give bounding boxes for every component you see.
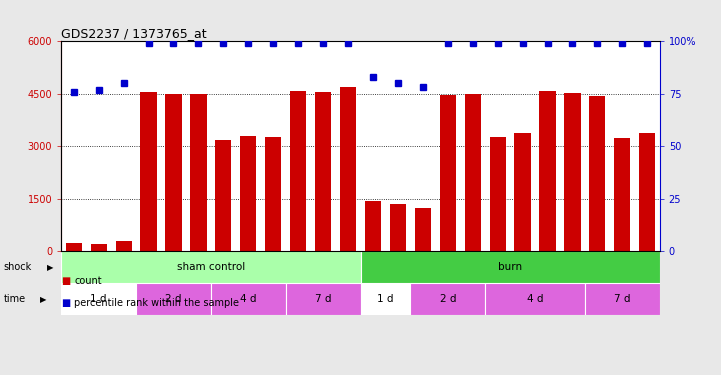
- Text: 1 d: 1 d: [90, 294, 107, 304]
- Bar: [61, 283, 136, 315]
- Bar: [515, 133, 531, 251]
- Text: shock: shock: [4, 262, 32, 272]
- Bar: [115, 242, 132, 251]
- Bar: [360, 251, 660, 283]
- Bar: [165, 94, 182, 251]
- Text: 4 d: 4 d: [527, 294, 544, 304]
- Bar: [286, 283, 360, 315]
- Text: time: time: [4, 294, 26, 304]
- Bar: [410, 283, 485, 315]
- Bar: [340, 87, 356, 251]
- Bar: [211, 283, 286, 315]
- Bar: [190, 94, 206, 251]
- Text: sham control: sham control: [177, 262, 245, 272]
- Text: 7 d: 7 d: [315, 294, 332, 304]
- Bar: [240, 136, 257, 251]
- Bar: [614, 138, 630, 251]
- Text: burn: burn: [498, 262, 522, 272]
- Bar: [415, 207, 431, 251]
- Text: 7 d: 7 d: [614, 294, 631, 304]
- Bar: [265, 138, 281, 251]
- Text: percentile rank within the sample: percentile rank within the sample: [74, 298, 239, 308]
- Bar: [390, 204, 406, 251]
- Bar: [585, 283, 660, 315]
- Text: ▶: ▶: [47, 262, 53, 272]
- Bar: [639, 133, 655, 251]
- Bar: [315, 92, 331, 251]
- Bar: [141, 92, 156, 251]
- Text: 2 d: 2 d: [165, 294, 182, 304]
- Text: count: count: [74, 276, 102, 286]
- Bar: [216, 140, 231, 251]
- Text: ■: ■: [61, 276, 71, 286]
- Bar: [490, 138, 505, 251]
- Bar: [66, 243, 82, 251]
- Bar: [589, 96, 606, 251]
- Bar: [360, 283, 410, 315]
- Bar: [464, 94, 481, 251]
- Text: GDS2237 / 1373765_at: GDS2237 / 1373765_at: [61, 27, 207, 40]
- Bar: [136, 283, 211, 315]
- Text: 1 d: 1 d: [377, 294, 394, 304]
- Text: ■: ■: [61, 298, 71, 308]
- Bar: [539, 91, 556, 251]
- Bar: [565, 93, 580, 251]
- Text: ▶: ▶: [40, 295, 46, 304]
- Bar: [290, 91, 306, 251]
- Text: 2 d: 2 d: [440, 294, 456, 304]
- Bar: [440, 96, 456, 251]
- Bar: [485, 283, 585, 315]
- Bar: [91, 243, 107, 251]
- Bar: [365, 201, 381, 251]
- Text: 4 d: 4 d: [240, 294, 257, 304]
- Bar: [61, 251, 360, 283]
